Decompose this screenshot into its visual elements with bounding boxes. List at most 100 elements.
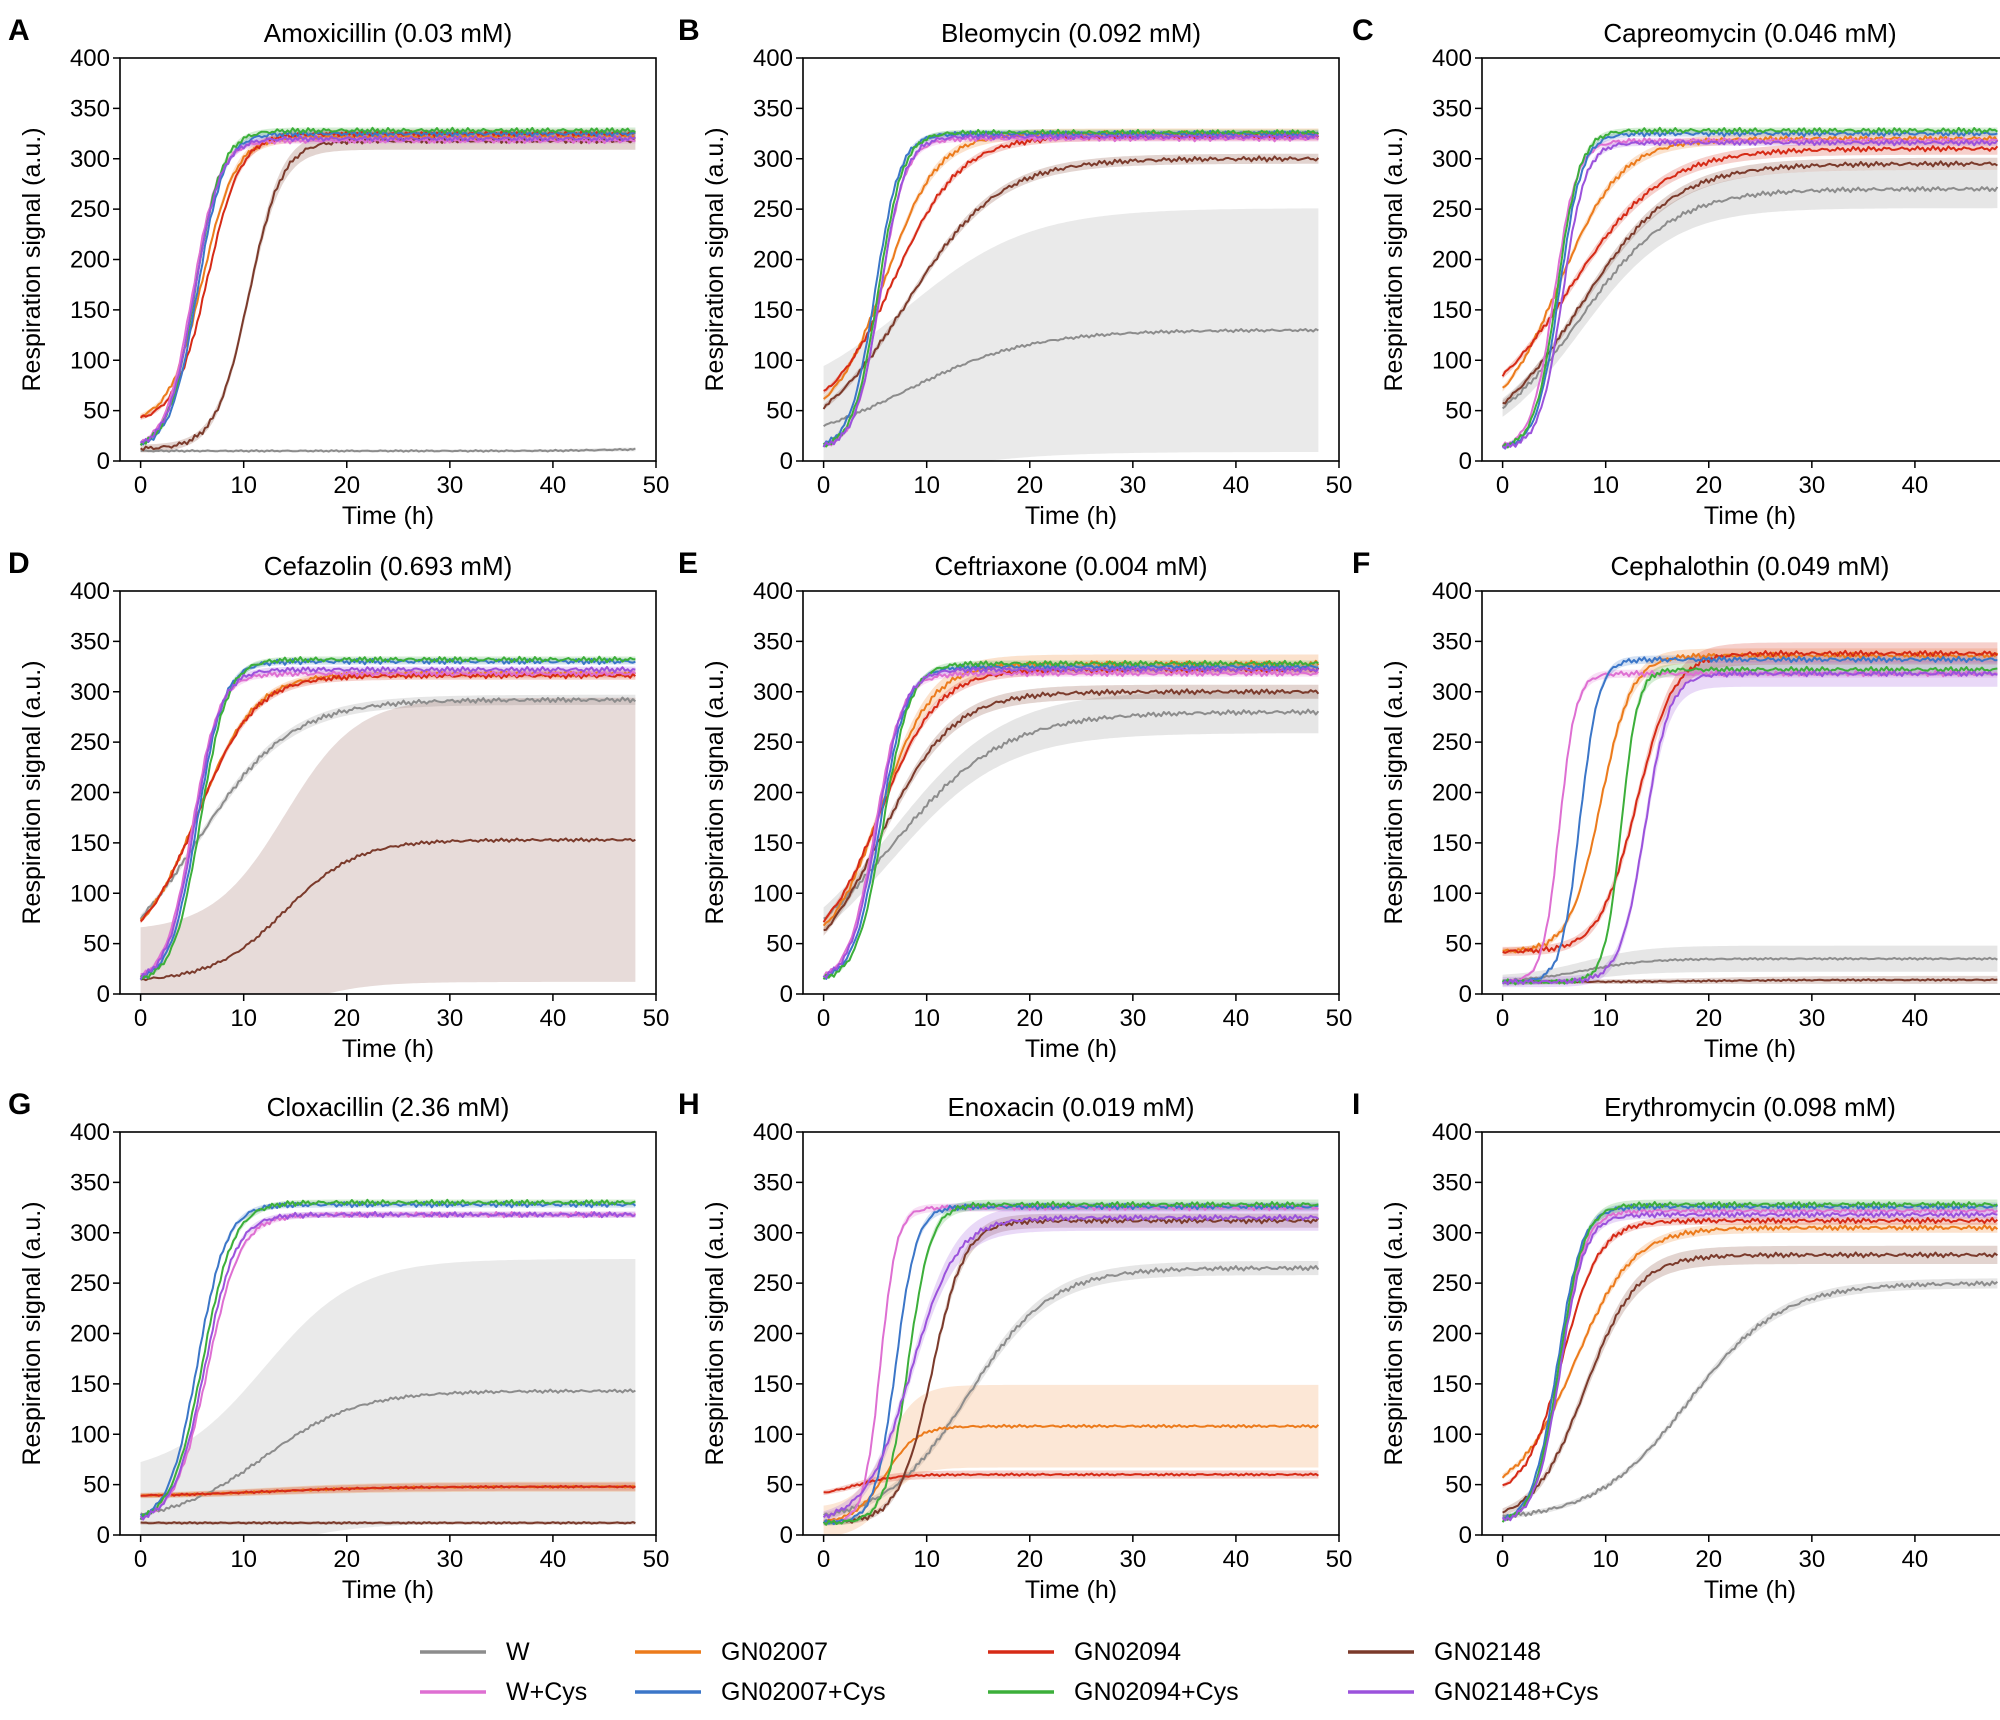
series-line-gn02148 (140, 1521, 636, 1525)
y-tick-label: 350 (70, 95, 110, 122)
y-tick-label: 200 (753, 1321, 793, 1348)
y-tick-label: 400 (1432, 1119, 1472, 1146)
legend-item: GN02148 (1348, 1638, 1541, 1666)
x-axis-label: Time (h) (1704, 502, 1796, 530)
series-line-w (823, 1265, 1320, 1517)
y-tick-label: 50 (1445, 931, 1472, 958)
panel-f: F Cephalothin (0.049 mM)05010015020025030… (1352, 547, 2000, 1063)
x-tick-label: 0 (817, 1005, 830, 1032)
y-tick-label: 300 (70, 679, 110, 706)
y-tick-label: 100 (70, 880, 110, 907)
y-tick-label: 200 (70, 780, 110, 807)
panel-g: G Cloxacillin (2.36 mM)050100150200250300… (8, 1088, 669, 1604)
y-tick-label: 0 (1459, 448, 1472, 475)
y-tick-label: 50 (1445, 1472, 1472, 1499)
x-tick-label: 10 (913, 1546, 940, 1573)
x-tick-label: 0 (134, 1546, 147, 1573)
x-tick-label: 20 (1695, 1005, 1722, 1032)
legend-label: GN02094 (1074, 1638, 1181, 1666)
series-line-w-plus-cys (822, 669, 1320, 978)
y-axis-label: Respiration signal (a.u.) (701, 1201, 729, 1465)
plot-area (1501, 642, 1999, 988)
y-axis-label: Respiration signal (a.u.) (1380, 660, 1408, 924)
x-tick-label: 0 (817, 1546, 830, 1573)
y-tick-label: 50 (83, 1472, 110, 1499)
panel-title: Enoxacin (0.019 mM) (947, 1092, 1194, 1122)
y-tick-label: 0 (1459, 981, 1472, 1008)
series-line-gn02148-plus-cys (1501, 670, 1998, 986)
series-line-gn02148 (140, 837, 636, 982)
panel-d: D Cefazolin (0.693 mM)0501001502002503003… (8, 547, 669, 1063)
panel-title: Cephalothin (0.049 mM) (1611, 551, 1890, 581)
x-tick-label: 30 (1119, 472, 1146, 499)
band-gn02007 (823, 1384, 1319, 1535)
plot-area (139, 655, 637, 994)
y-tick-label: 150 (753, 1371, 793, 1398)
series-line-w-plus-cys (139, 136, 636, 444)
series-line-w (1502, 1280, 1999, 1519)
x-tick-label: 30 (1119, 1005, 1146, 1032)
band-w (140, 1259, 636, 1535)
series-line-gn02094 (1502, 1217, 1999, 1487)
x-axis-label: Time (h) (1025, 502, 1117, 530)
x-tick-label: 30 (436, 472, 463, 499)
x-tick-label: 50 (643, 1546, 670, 1573)
series-line-gn02148-plus-cys (822, 132, 1320, 448)
y-tick-label: 0 (97, 1522, 110, 1549)
series-line-gn02148-plus-cys (1502, 139, 1999, 450)
series-line-w (1501, 186, 1999, 410)
y-tick-label: 200 (70, 1321, 110, 1348)
series-line-gn02094 (140, 1484, 636, 1497)
y-tick-label: 300 (1432, 1220, 1472, 1247)
y-tick-label: 250 (70, 196, 110, 223)
y-tick-label: 400 (753, 45, 793, 72)
y-tick-label: 100 (1432, 1421, 1472, 1448)
legend-item: GN02148+Cys (1348, 1678, 1599, 1706)
panel-letter: E (678, 547, 698, 580)
y-tick-label: 0 (780, 981, 793, 1008)
panel-b: B Bleomycin (0.092 mM)0501001502002503003… (678, 14, 1352, 530)
plot-area (1501, 1199, 1999, 1523)
y-tick-label: 50 (766, 931, 793, 958)
y-tick-label: 0 (1459, 1522, 1472, 1549)
y-tick-label: 0 (780, 448, 793, 475)
x-tick-label: 20 (333, 1546, 360, 1573)
legend-item: GN02094 (988, 1638, 1181, 1666)
series-line-gn02094 (823, 1472, 1319, 1494)
y-tick-label: 350 (1432, 1169, 1472, 1196)
x-tick-label: 40 (1223, 1005, 1250, 1032)
x-axis-label: Time (h) (342, 1035, 434, 1063)
y-tick-label: 200 (1432, 1321, 1472, 1348)
series-line-gn02007 (140, 132, 637, 418)
y-tick-label: 400 (1432, 45, 1472, 72)
y-tick-label: 400 (70, 45, 110, 72)
y-tick-label: 200 (70, 247, 110, 274)
y-tick-label: 50 (766, 398, 793, 425)
series-line-gn02094 (139, 129, 636, 419)
series-line-gn02148-plus-cys (139, 1210, 636, 1521)
y-tick-label: 150 (70, 1371, 110, 1398)
band-w (1502, 945, 1998, 987)
y-tick-label: 400 (753, 578, 793, 605)
x-tick-label: 40 (540, 472, 567, 499)
y-tick-label: 350 (70, 628, 110, 655)
series-line-gn02148-plus-cys (822, 665, 1320, 979)
y-tick-label: 250 (1432, 1270, 1472, 1297)
panel-letter: A (8, 14, 30, 47)
y-tick-label: 250 (753, 1270, 793, 1297)
series-line-gn02148-plus-cys (139, 665, 636, 980)
panel-title: Cefazolin (0.693 mM) (264, 551, 513, 581)
plot-area (1501, 126, 1999, 450)
x-tick-label: 10 (1592, 1546, 1619, 1573)
y-tick-label: 0 (97, 448, 110, 475)
series-line-gn02007 (823, 1423, 1320, 1523)
x-tick-label: 30 (1798, 472, 1825, 499)
y-tick-label: 100 (70, 347, 110, 374)
y-tick-label: 50 (83, 931, 110, 958)
band-gn02094 (140, 129, 636, 420)
series-line-gn02148-plus-cys (822, 1214, 1319, 1519)
x-tick-label: 30 (1798, 1005, 1825, 1032)
series-line-w (1502, 956, 1998, 982)
band-w (1502, 169, 1998, 417)
x-tick-label: 50 (643, 472, 670, 499)
